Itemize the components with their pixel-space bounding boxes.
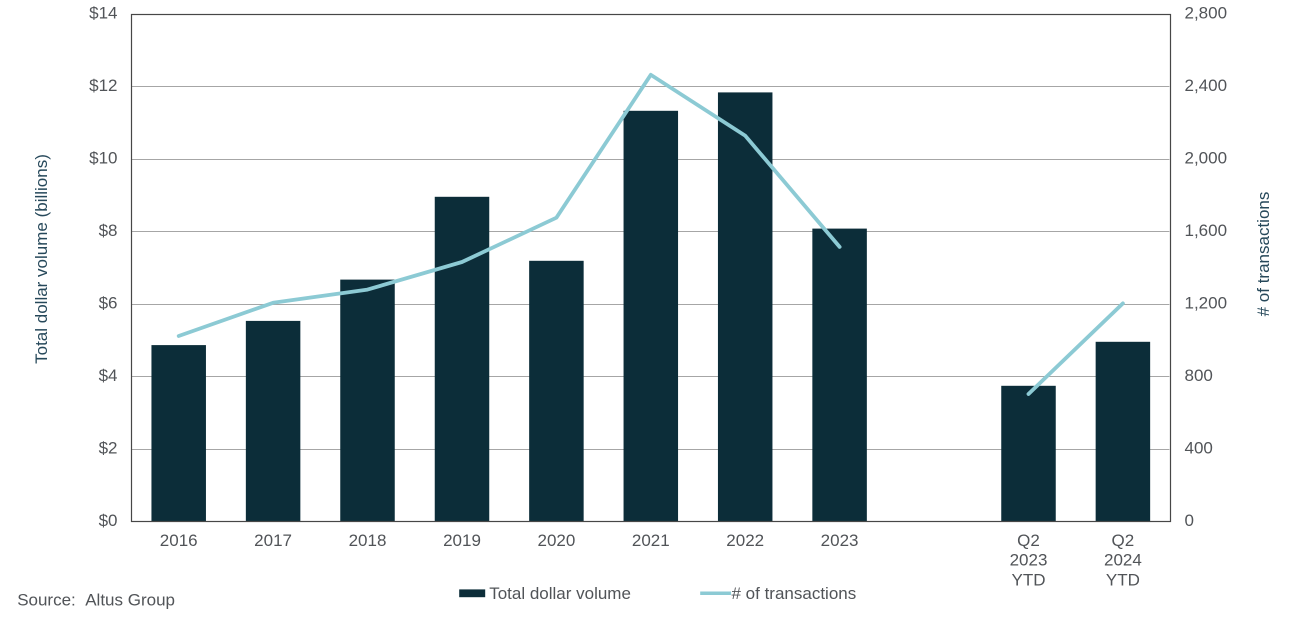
svg-text:Q2: Q2 <box>1017 531 1040 550</box>
svg-text:$14: $14 <box>89 3 117 22</box>
svg-text:2019: 2019 <box>443 531 481 550</box>
svg-text:Total dollar volume (billions): Total dollar volume (billions) <box>32 154 51 364</box>
svg-text:2023: 2023 <box>1010 551 1048 570</box>
svg-text:YTD: YTD <box>1106 570 1140 589</box>
svg-text:$4: $4 <box>99 366 118 385</box>
svg-text:800: 800 <box>1185 366 1213 385</box>
svg-text:$8: $8 <box>99 221 118 240</box>
svg-text:2,800: 2,800 <box>1185 3 1228 22</box>
svg-text:2,400: 2,400 <box>1185 76 1228 95</box>
svg-text:Source: Altus Group: Source: Altus Group <box>17 591 175 610</box>
svg-text:2017: 2017 <box>254 531 292 550</box>
svg-text:2023: 2023 <box>821 531 859 550</box>
svg-text:400: 400 <box>1185 439 1213 458</box>
svg-text:$12: $12 <box>89 76 117 95</box>
svg-text:2021: 2021 <box>632 531 670 550</box>
svg-text:$10: $10 <box>89 148 117 167</box>
svg-text:$2: $2 <box>99 439 118 458</box>
svg-text:$0: $0 <box>99 511 118 530</box>
svg-text:2,000: 2,000 <box>1185 148 1228 167</box>
svg-text:2020: 2020 <box>537 531 575 550</box>
svg-text:$6: $6 <box>99 294 118 313</box>
svg-text:1,200: 1,200 <box>1185 294 1228 313</box>
svg-text:2016: 2016 <box>160 531 198 550</box>
svg-text:0: 0 <box>1185 511 1194 530</box>
svg-text:# of transactions: # of transactions <box>732 584 857 603</box>
svg-text:2018: 2018 <box>349 531 387 550</box>
svg-text:Total dollar volume: Total dollar volume <box>489 584 631 603</box>
svg-text:# of transactions: # of transactions <box>1254 192 1273 317</box>
svg-text:2024: 2024 <box>1104 551 1142 570</box>
svg-text:Q2: Q2 <box>1112 531 1135 550</box>
svg-text:YTD: YTD <box>1012 570 1046 589</box>
svg-text:1,600: 1,600 <box>1185 221 1228 240</box>
svg-text:2022: 2022 <box>726 531 764 550</box>
